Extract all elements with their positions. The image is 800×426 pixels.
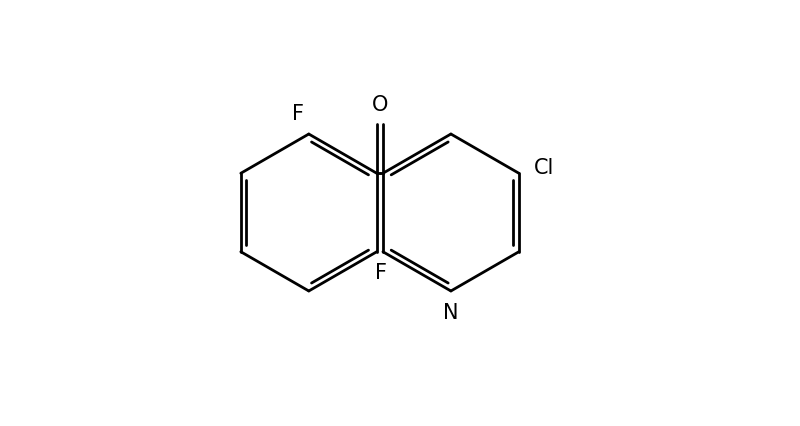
Text: N: N — [443, 302, 458, 322]
Text: F: F — [375, 263, 387, 283]
Text: Cl: Cl — [534, 158, 554, 178]
Text: O: O — [372, 95, 388, 115]
Text: F: F — [292, 104, 304, 124]
